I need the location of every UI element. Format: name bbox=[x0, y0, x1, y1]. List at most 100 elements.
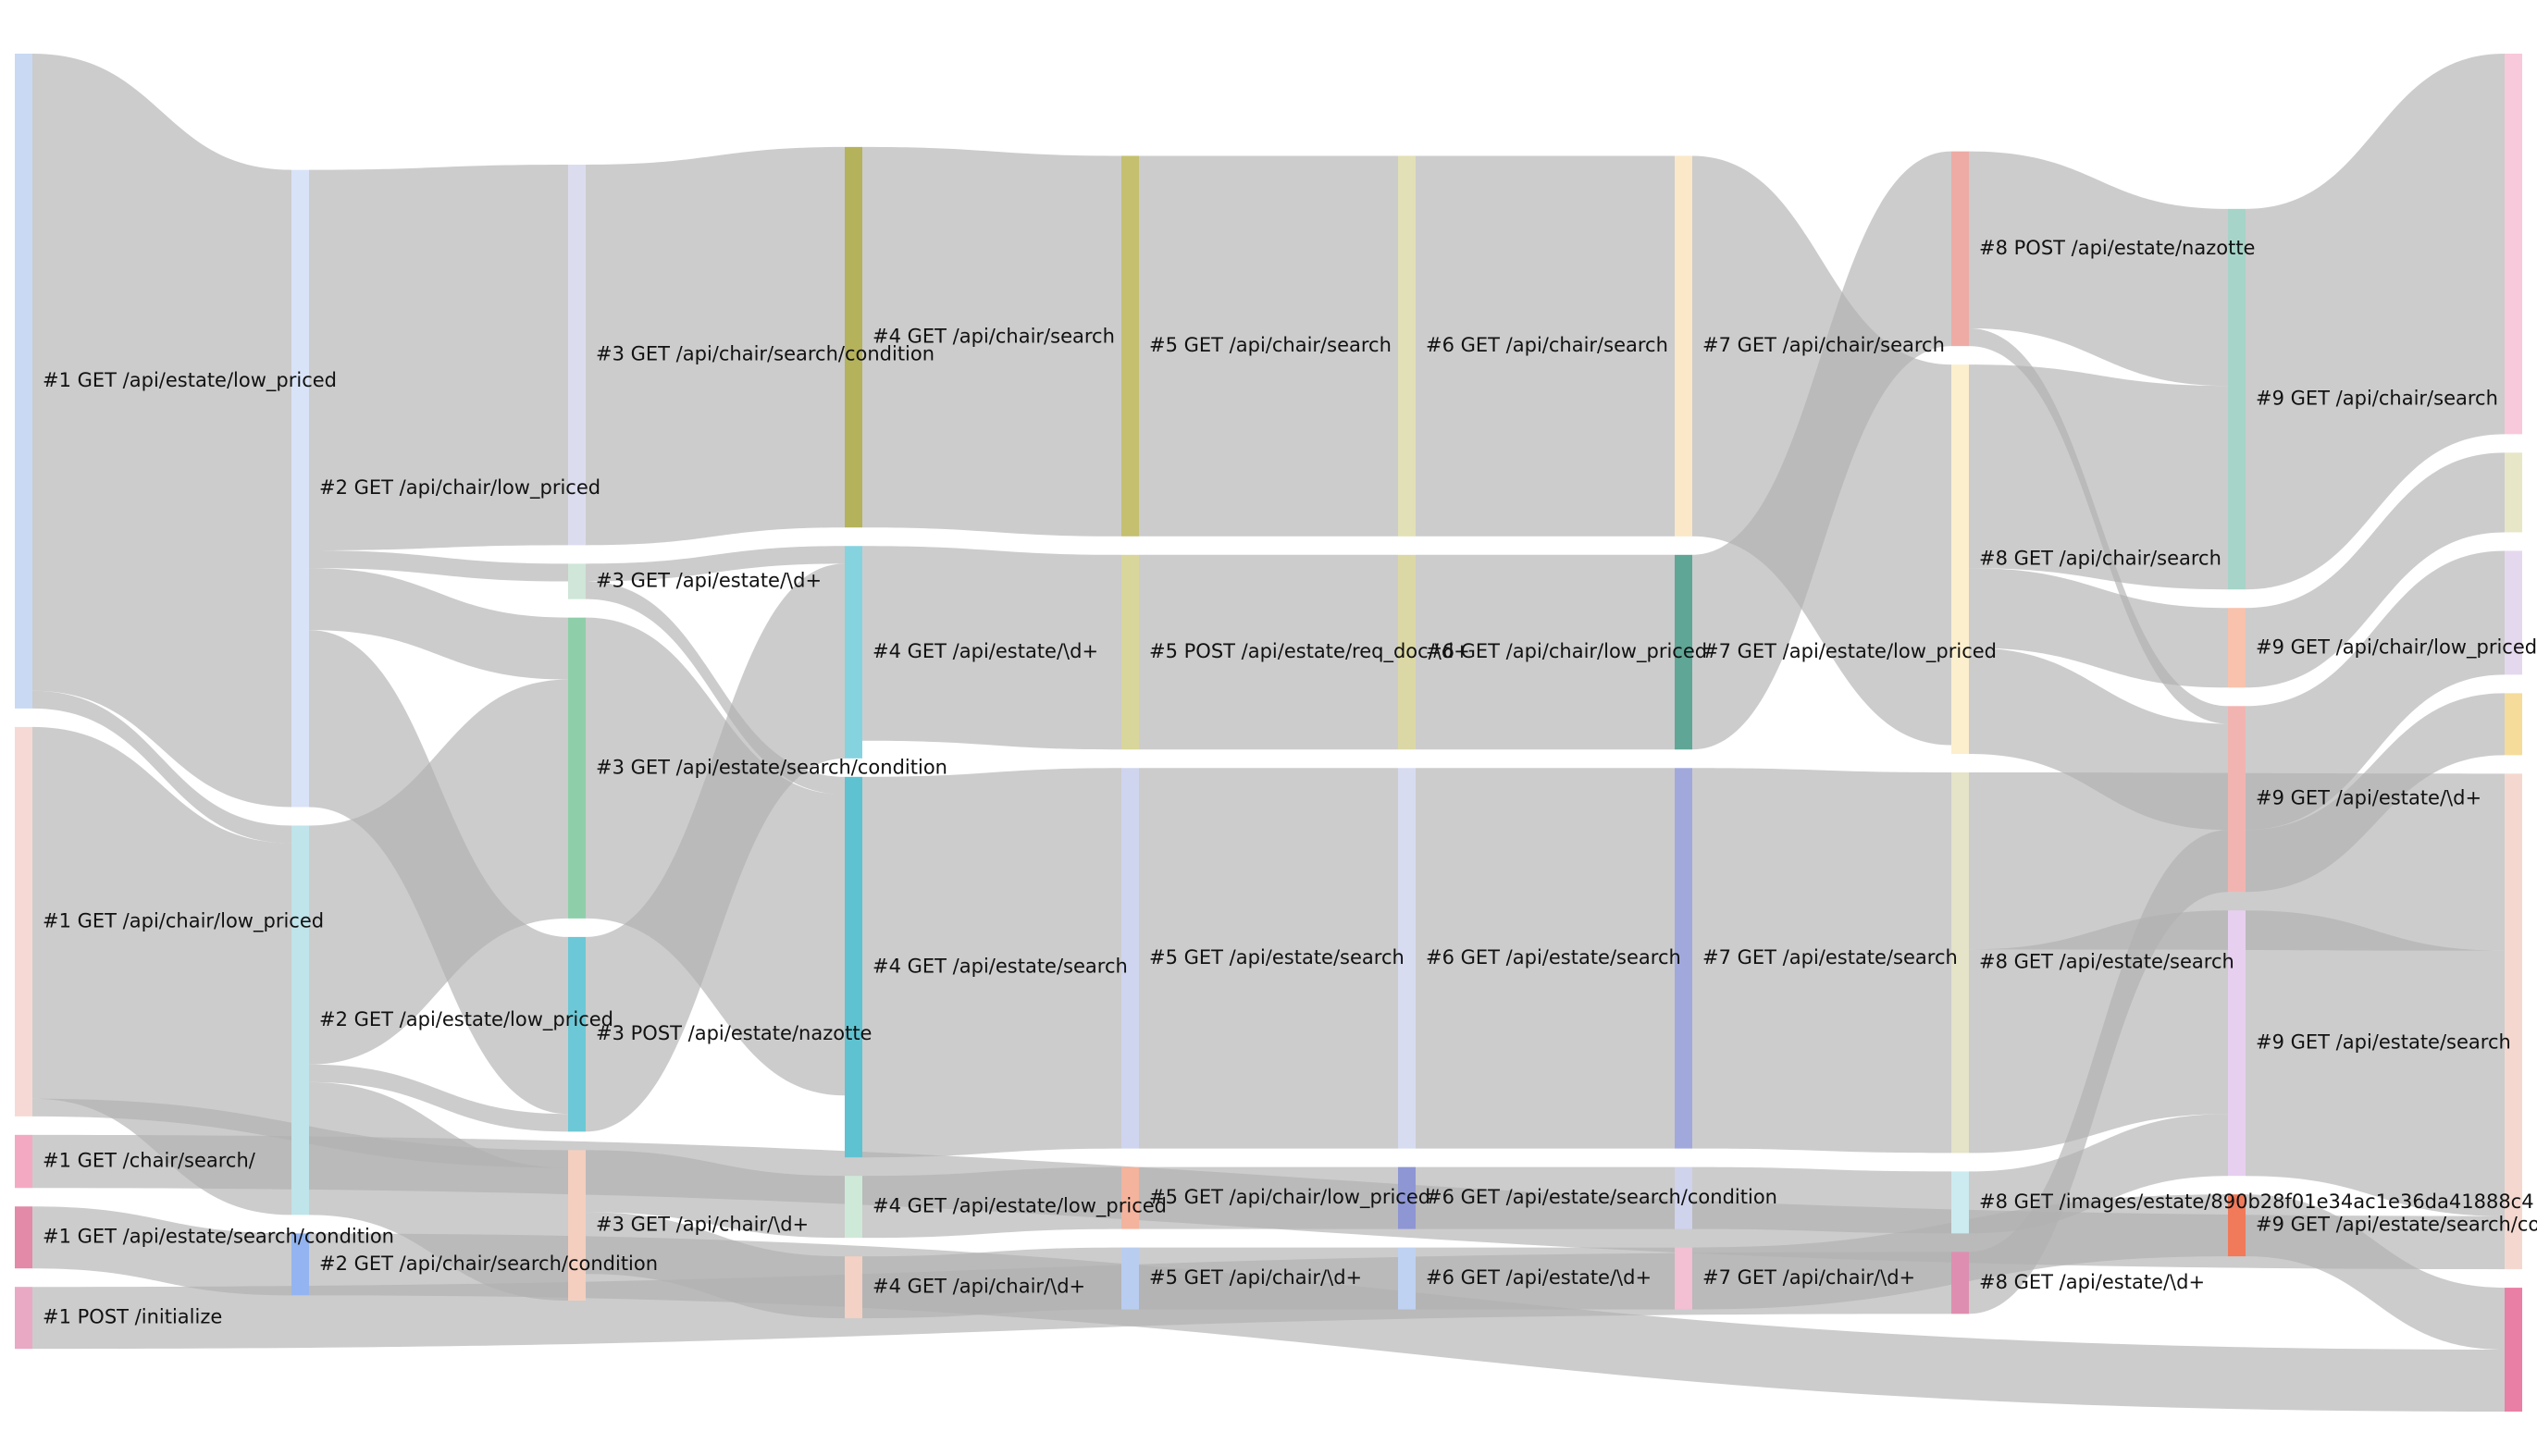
sankey-node bbox=[1398, 554, 1416, 750]
node-label: #7 GET /api/estate/search bbox=[1702, 946, 1958, 969]
flow-link bbox=[309, 550, 568, 582]
sankey-node bbox=[2228, 208, 2246, 590]
flow-link bbox=[1969, 364, 2228, 590]
node-label: #4 GET /api/estate/low_priced bbox=[872, 1195, 1167, 1218]
node-label: #8 GET /api/chair/search bbox=[1979, 548, 2221, 570]
sankey-node bbox=[1121, 155, 1139, 537]
links-layer bbox=[32, 54, 2505, 1412]
flow-link bbox=[2246, 693, 2505, 893]
sankey-node bbox=[1951, 772, 1969, 1154]
flow-link bbox=[1139, 768, 1398, 1149]
flow-link bbox=[1969, 568, 2228, 688]
node-label: #9 GET /api/estate/search bbox=[2256, 1031, 2511, 1054]
sankey-node bbox=[1121, 1247, 1139, 1310]
nodes-layer bbox=[15, 54, 2522, 1412]
node-label: #9 GET /api/estate/\d+ bbox=[2256, 787, 2481, 809]
flow-link bbox=[862, 146, 1121, 537]
flow-link bbox=[586, 146, 845, 546]
sankey-node bbox=[15, 54, 32, 709]
sankey-node bbox=[1951, 1171, 1969, 1234]
node-label: #6 GET /api/estate/search/condition bbox=[1426, 1186, 1777, 1208]
node-label: #2 GET /api/chair/low_priced bbox=[319, 476, 600, 500]
flow-link bbox=[586, 546, 845, 582]
flow-link bbox=[2246, 452, 2505, 688]
sankey-node bbox=[15, 1134, 32, 1189]
sankey-node bbox=[2505, 693, 2522, 756]
flow-link bbox=[1416, 1247, 1675, 1310]
flow-link bbox=[32, 726, 291, 1215]
sankey-node bbox=[1398, 155, 1416, 537]
flow-link bbox=[1969, 1114, 2228, 1234]
sankey-node bbox=[291, 169, 309, 808]
flow-link bbox=[309, 568, 568, 680]
flow-link bbox=[1692, 151, 1951, 750]
node-label: #8 GET /api/estate/\d+ bbox=[1979, 1271, 2205, 1293]
sankey-node bbox=[2228, 910, 2246, 1177]
sankey-node bbox=[1675, 1247, 1692, 1310]
node-label: #5 GET /api/chair/search bbox=[1149, 334, 1392, 356]
flow-link bbox=[862, 546, 1121, 750]
flow-link bbox=[1139, 554, 1398, 750]
node-label: #4 GET /api/chair/\d+ bbox=[872, 1276, 1085, 1298]
flow-link bbox=[1969, 830, 2228, 1314]
flow-link bbox=[1416, 554, 1675, 750]
flow-link bbox=[2246, 54, 2505, 590]
sankey-node bbox=[1675, 1166, 1692, 1229]
node-label: #1 GET /chair/search/ bbox=[43, 1150, 256, 1172]
node-label: #5 POST /api/estate/req_doc/\d+ bbox=[1149, 640, 1470, 663]
sankey-node bbox=[2505, 550, 2522, 675]
sankey-node bbox=[1951, 1252, 1969, 1314]
flow-link bbox=[32, 690, 291, 844]
node-label: #1 POST /initialize bbox=[43, 1306, 222, 1328]
sankey-node bbox=[1121, 768, 1139, 1149]
sankey-node bbox=[568, 1150, 586, 1301]
flow-link bbox=[586, 563, 845, 1132]
flow-link bbox=[1139, 1247, 1398, 1310]
sankey-node bbox=[568, 563, 586, 599]
flow-link bbox=[32, 54, 291, 808]
sankey-node bbox=[1121, 1166, 1139, 1229]
sankey-node bbox=[15, 1287, 32, 1350]
sankey-node bbox=[2505, 452, 2522, 533]
flow-link bbox=[2246, 910, 2505, 1216]
node-label: #1 GET /api/estate/search/condition bbox=[43, 1226, 394, 1248]
sankey-node bbox=[15, 1206, 32, 1269]
sankey-node bbox=[2505, 54, 2522, 435]
node-label: #3 GET /api/estate/\d+ bbox=[596, 570, 822, 592]
node-label: #7 GET /api/chair/search bbox=[1702, 334, 1945, 356]
sankey-node bbox=[845, 776, 862, 1158]
flow-link bbox=[862, 1166, 1121, 1239]
flow-link bbox=[586, 581, 845, 795]
sankey-node bbox=[845, 1176, 862, 1239]
node-label: #2 GET /api/estate/low_priced bbox=[319, 1008, 613, 1031]
node-label: #8 POST /api/estate/nazotte bbox=[1979, 237, 2255, 259]
flow-link bbox=[2246, 550, 2505, 831]
sankey-node bbox=[291, 1233, 309, 1296]
flow-link bbox=[1139, 155, 1398, 537]
sankey-node bbox=[568, 617, 586, 919]
sankey-node bbox=[2505, 1288, 2522, 1412]
node-label: #8 GET /images/estate/890b28f01e34ac1e36… bbox=[1979, 1191, 2534, 1213]
sankey-node bbox=[2228, 608, 2246, 688]
flow-link bbox=[862, 1247, 1121, 1319]
sankey-node bbox=[845, 146, 862, 528]
node-label: #5 GET /api/chair/low_priced bbox=[1149, 1186, 1430, 1209]
flow-link bbox=[1969, 910, 2228, 1154]
flow-link bbox=[862, 768, 1121, 1158]
flow-link bbox=[1692, 1166, 1951, 1234]
sankey-node bbox=[1675, 155, 1692, 537]
node-label: #4 GET /api/chair/search bbox=[872, 326, 1115, 348]
sankey-node bbox=[1398, 1247, 1416, 1310]
flow-link bbox=[586, 1150, 845, 1239]
sankey-node bbox=[568, 936, 586, 1132]
flow-link bbox=[309, 165, 568, 551]
node-label: #1 GET /api/estate/low_priced bbox=[43, 369, 337, 392]
node-label: #6 GET /api/estate/\d+ bbox=[1426, 1266, 1652, 1289]
flow-link bbox=[32, 1206, 291, 1296]
node-label: #6 GET /api/estate/search bbox=[1426, 946, 1681, 969]
sankey-node bbox=[1951, 151, 1969, 347]
sankey-node bbox=[1675, 554, 1692, 750]
node-label: #6 GET /api/chair/low_priced bbox=[1426, 640, 1707, 663]
sankey-node bbox=[1675, 768, 1692, 1149]
